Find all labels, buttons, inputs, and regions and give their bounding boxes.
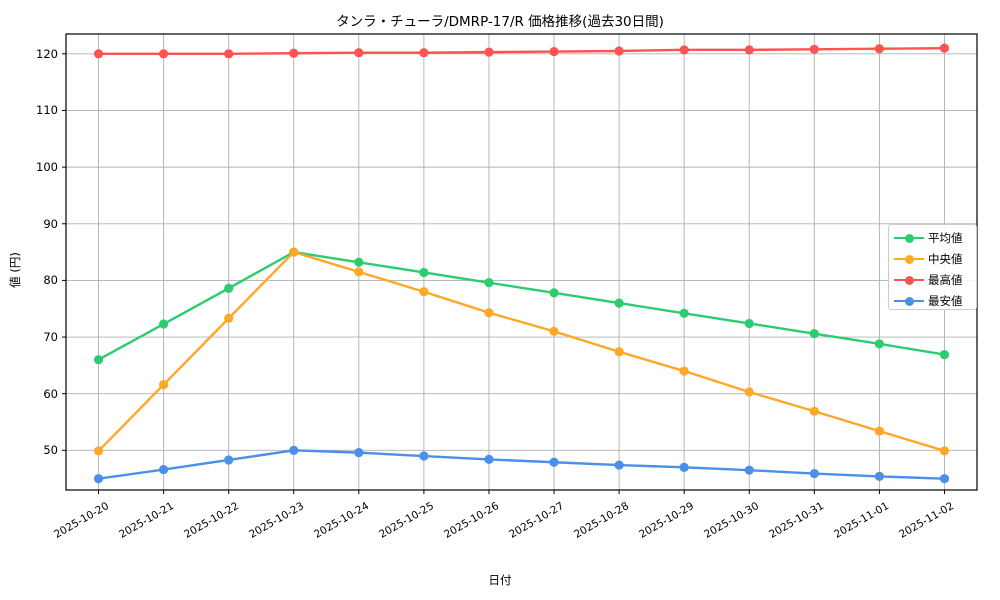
legend-label: 最安値 bbox=[928, 294, 963, 308]
data-point[interactable] bbox=[874, 44, 884, 54]
data-point[interactable] bbox=[484, 454, 494, 465]
data-point[interactable] bbox=[809, 329, 819, 339]
y-tick-label: 100 bbox=[36, 160, 58, 175]
data-point[interactable] bbox=[614, 46, 624, 56]
data-point[interactable] bbox=[224, 455, 234, 465]
data-point[interactable] bbox=[679, 462, 689, 472]
data-point[interactable] bbox=[224, 313, 234, 323]
data-point[interactable] bbox=[614, 460, 624, 470]
legend-line-icon bbox=[894, 252, 924, 266]
data-point[interactable] bbox=[744, 318, 754, 329]
series-line-2 bbox=[97, 46, 946, 56]
legend-label: 最高値 bbox=[928, 273, 963, 287]
data-point[interactable] bbox=[354, 267, 364, 277]
chart-legend: 平均値 中央値 最高値 最安値 bbox=[888, 224, 977, 310]
data-point[interactable] bbox=[549, 46, 559, 57]
data-point[interactable] bbox=[354, 448, 364, 458]
x-axis-label: 日付 bbox=[488, 573, 512, 587]
y-axis-tick-labels: 50 60 70 80 90 100 110 120 bbox=[0, 0, 58, 600]
data-point[interactable] bbox=[484, 308, 494, 318]
data-point[interactable] bbox=[419, 287, 429, 297]
data-point[interactable] bbox=[93, 49, 104, 59]
data-point[interactable] bbox=[549, 457, 559, 467]
data-point[interactable] bbox=[874, 426, 884, 436]
y-tick-label: 60 bbox=[43, 386, 58, 401]
legend-item-max[interactable]: 最高値 bbox=[889, 270, 978, 290]
data-point[interactable] bbox=[549, 288, 559, 298]
data-point[interactable] bbox=[809, 44, 819, 54]
legend-item-mean[interactable]: 平均値 bbox=[889, 228, 978, 248]
legend-line-icon bbox=[894, 231, 924, 245]
data-point[interactable] bbox=[159, 49, 169, 59]
data-point[interactable] bbox=[419, 48, 429, 58]
data-point[interactable] bbox=[744, 45, 754, 55]
data-point[interactable] bbox=[419, 451, 429, 461]
series-line-1 bbox=[97, 250, 946, 453]
plot-frame bbox=[65, 33, 978, 491]
data-point[interactable] bbox=[354, 257, 364, 267]
data-point[interactable] bbox=[484, 47, 494, 57]
legend-label: 平均値 bbox=[928, 231, 963, 245]
legend-item-min[interactable]: 最安値 bbox=[889, 291, 978, 311]
data-point[interactable] bbox=[224, 283, 234, 293]
data-point[interactable] bbox=[484, 278, 494, 288]
data-point[interactable] bbox=[549, 326, 559, 336]
data-point[interactable] bbox=[159, 380, 169, 390]
data-point[interactable] bbox=[809, 406, 819, 416]
legend-line-icon bbox=[894, 294, 924, 308]
legend-item-median[interactable]: 中央値 bbox=[889, 249, 978, 269]
data-point[interactable] bbox=[93, 355, 104, 365]
data-point[interactable] bbox=[939, 446, 950, 456]
data-point[interactable] bbox=[159, 465, 169, 475]
data-point[interactable] bbox=[809, 468, 819, 479]
data-point[interactable] bbox=[93, 474, 104, 484]
data-point[interactable] bbox=[93, 446, 104, 456]
chart-title: タンラ・チューラ/DMRP-17/R 価格推移(過去30日間) bbox=[336, 14, 664, 30]
y-tick-label: 120 bbox=[36, 46, 58, 61]
data-point[interactable] bbox=[744, 465, 754, 475]
y-tick-label: 70 bbox=[43, 330, 58, 345]
data-point[interactable] bbox=[874, 471, 884, 482]
data-point[interactable] bbox=[744, 387, 754, 397]
data-point[interactable] bbox=[419, 267, 429, 278]
data-point[interactable] bbox=[939, 474, 950, 484]
y-tick-label: 50 bbox=[43, 443, 58, 458]
y-tick-label: 110 bbox=[36, 103, 58, 118]
y-tick-label: 80 bbox=[43, 273, 58, 288]
data-point[interactable] bbox=[159, 319, 169, 329]
data-point[interactable] bbox=[614, 298, 624, 308]
data-point[interactable] bbox=[614, 347, 624, 357]
legend-label: 中央値 bbox=[928, 252, 963, 266]
data-point[interactable] bbox=[289, 445, 299, 455]
series-line-3 bbox=[97, 449, 946, 480]
y-tick-label: 90 bbox=[43, 216, 58, 231]
data-point[interactable] bbox=[224, 49, 234, 59]
legend-line-icon bbox=[894, 273, 924, 287]
data-point[interactable] bbox=[939, 350, 950, 360]
data-point[interactable] bbox=[874, 339, 884, 349]
data-point[interactable] bbox=[679, 308, 689, 318]
data-point[interactable] bbox=[679, 45, 689, 55]
data-point[interactable] bbox=[939, 43, 950, 53]
data-point[interactable] bbox=[679, 366, 689, 376]
series-line-0 bbox=[97, 250, 946, 361]
data-point[interactable] bbox=[289, 48, 299, 58]
data-point[interactable] bbox=[289, 247, 299, 257]
data-point[interactable] bbox=[354, 48, 364, 58]
